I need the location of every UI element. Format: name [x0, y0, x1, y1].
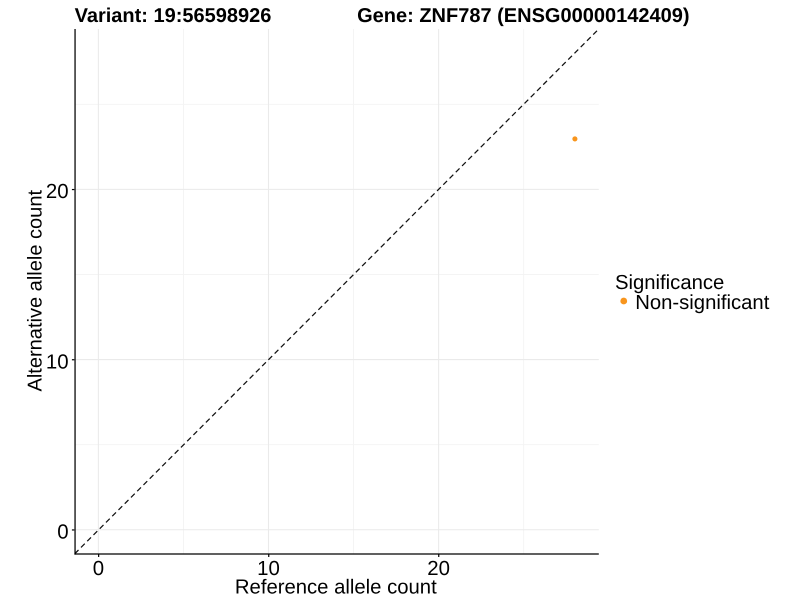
svg-text:Significance: Significance: [615, 272, 724, 294]
svg-text:Alternative allele count: Alternative allele count: [24, 190, 46, 392]
svg-text:20: 20: [46, 181, 69, 203]
svg-text:20: 20: [427, 558, 450, 580]
svg-text:0: 0: [93, 558, 104, 580]
svg-text:Gene: ZNF787 (ENSG00000142409): Gene: ZNF787 (ENSG00000142409): [357, 5, 689, 27]
svg-text:Non-significant: Non-significant: [635, 292, 770, 314]
svg-text:Variant: 19:56598926: Variant: 19:56598926: [75, 5, 272, 27]
svg-text:10: 10: [46, 351, 69, 373]
svg-text:10: 10: [257, 558, 280, 580]
svg-text:0: 0: [57, 521, 68, 543]
svg-text:Reference allele count: Reference allele count: [235, 577, 437, 599]
